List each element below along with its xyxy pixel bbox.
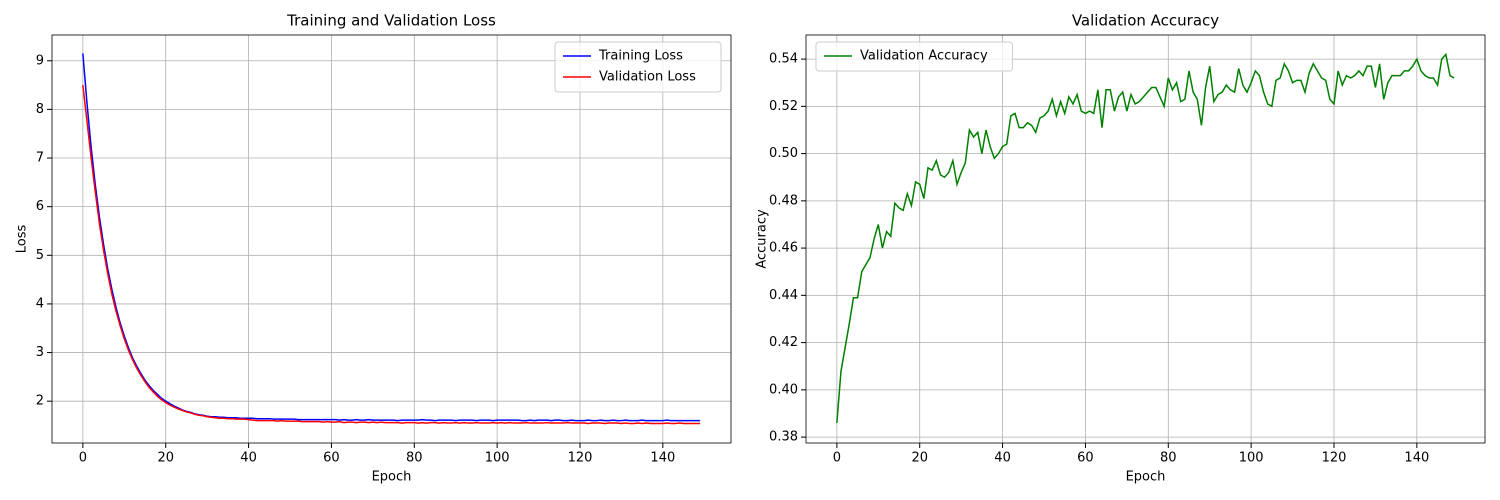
y-tick-label: 8	[36, 102, 44, 117]
chart-title: Validation Accuracy	[1072, 12, 1219, 30]
legend: Training Loss Validation Loss	[554, 41, 722, 93]
x-tick-label: 60	[323, 451, 340, 466]
x-tick-label: 100	[485, 451, 510, 466]
y-tick-label: 6	[36, 199, 44, 214]
x-tick-label: 20	[911, 451, 928, 466]
legend-box	[554, 41, 722, 93]
y-tick-label: 3	[36, 345, 44, 360]
y-tick-label: 0.52	[769, 99, 798, 114]
legend-label: Validation Loss	[599, 70, 696, 85]
data-line	[836, 52, 1455, 423]
x-tick-label: 140	[1404, 451, 1429, 466]
legend-label: Training Loss	[598, 49, 683, 64]
y-tick-label: 4	[36, 296, 44, 311]
plot-frame	[805, 34, 1486, 444]
y-tick-label: 0.46	[769, 241, 798, 256]
y-tick-label: 0.54	[769, 52, 798, 67]
x-tick-label: 140	[650, 451, 675, 466]
y-tick-label: 7	[36, 151, 44, 166]
chart-title: Training and Validation Loss	[286, 12, 496, 30]
x-tick-label: 80	[1160, 451, 1177, 466]
y-tick-label: 0.42	[769, 335, 798, 350]
data-line	[82, 85, 701, 425]
x-tick-label: 0	[833, 451, 841, 466]
x-axis-label: Epoch	[1126, 470, 1166, 485]
y-tick-label: 9	[36, 53, 44, 68]
x-tick-label: 100	[1239, 451, 1264, 466]
x-tick-label: 40	[240, 451, 257, 466]
y-tick-label: 5	[36, 248, 44, 263]
x-tick-label: 120	[1322, 451, 1347, 466]
y-tick-label: 2	[36, 394, 44, 409]
y-tick-label: 0.40	[769, 382, 798, 397]
legend-label: Validation Accuracy	[860, 49, 988, 64]
x-tick-label: 60	[1077, 451, 1094, 466]
y-tick-label: 0.38	[769, 430, 798, 445]
legend: Validation Accuracy	[815, 41, 1013, 72]
x-axis-label: Epoch	[372, 470, 412, 485]
y-axis-label: Loss	[15, 225, 30, 254]
legend-box	[815, 41, 1013, 72]
x-tick-label: 20	[157, 451, 174, 466]
x-tick-label: 0	[79, 451, 87, 466]
plot-frame	[51, 34, 732, 444]
x-tick-label: 80	[406, 451, 423, 466]
x-tick-label: 120	[568, 451, 593, 466]
y-axis-label: Accuracy	[755, 209, 770, 269]
y-tick-label: 0.44	[769, 288, 798, 303]
y-tick-label: 0.50	[769, 146, 798, 161]
y-tick-label: 0.48	[769, 193, 798, 208]
data-line	[82, 53, 701, 422]
x-tick-label: 40	[994, 451, 1011, 466]
